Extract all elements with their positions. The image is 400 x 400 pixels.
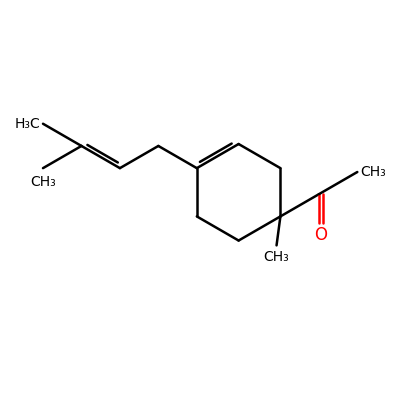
Text: O: O [314, 226, 327, 244]
Text: H₃C: H₃C [14, 117, 40, 131]
Text: CH₃: CH₃ [30, 175, 56, 189]
Text: CH₃: CH₃ [264, 250, 290, 264]
Text: CH₃: CH₃ [360, 165, 386, 179]
